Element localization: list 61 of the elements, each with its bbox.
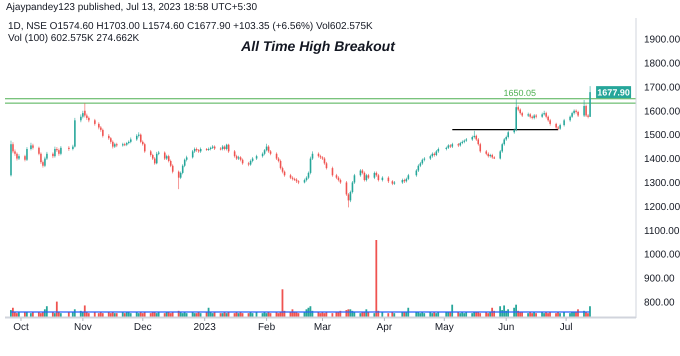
y-tick-label: 1900.00	[644, 34, 680, 46]
candlestick	[228, 143, 230, 154]
ref-line-label: 1650.05	[503, 88, 536, 98]
candlestick	[336, 174, 338, 180]
x-tick-label: Apr	[376, 322, 393, 334]
y-tick-label: 1200.00	[644, 202, 680, 213]
candlestick	[340, 178, 342, 184]
text: All Time High Breakout	[241, 38, 395, 54]
candlestick	[479, 142, 482, 154]
candlestick	[306, 176, 308, 182]
y-tick-label: 1100.00	[644, 226, 680, 237]
candlestick	[140, 133, 142, 144]
x-tick-label: Mar	[314, 322, 332, 334]
x-tick-label: Dec	[134, 322, 152, 334]
candlestick	[178, 170, 180, 190]
candlestick	[102, 128, 104, 138]
candlestick	[156, 152, 158, 165]
candlestick	[290, 174, 292, 180]
annotation: 1677.90	[597, 88, 630, 98]
y-tick-label: 1700.00	[644, 82, 680, 94]
x-tick-label: Feb	[258, 322, 276, 334]
x-tick-label: Jun	[498, 322, 514, 334]
candlestick	[54, 146, 56, 158]
candlestick	[292, 176, 294, 181]
chart-title: Vol (100) 602.575K 274.662K	[8, 33, 140, 44]
candlestick	[26, 146, 28, 162]
candlestick	[364, 171, 366, 182]
x-tick-label: Nov	[74, 322, 92, 334]
candlestick	[296, 178, 298, 184]
y-tick-label: 1600.00	[644, 106, 680, 118]
y-tick-label: 1800.00	[644, 58, 680, 70]
candlestick	[60, 146, 62, 156]
y-tick-label: 800.00	[644, 298, 676, 309]
y-tick-label: 1000.00	[644, 250, 680, 261]
candlestick	[320, 154, 322, 160]
candlestick	[298, 180, 300, 184]
candlestick	[280, 159, 282, 170]
x-tick-label: Jul	[560, 322, 573, 334]
candlestick	[172, 164, 174, 174]
chart-subtitle: 1D, NSE O1574.60 H1703.00 L1574.60 C1677.90 +103.35 (+6.56%) Vol602.575K	[8, 21, 373, 32]
candlestick	[338, 176, 340, 182]
x-tick-label: May	[434, 322, 454, 334]
candlestick	[12, 142, 14, 154]
candlestick	[583, 100, 585, 118]
x-tick-label: 2023	[194, 322, 216, 334]
candlestick	[585, 104, 587, 118]
candlestick	[44, 156, 46, 168]
y-tick-label: 900.00	[644, 274, 676, 285]
candlestick	[144, 142, 146, 154]
candlestick	[294, 177, 296, 182]
text: Ajaypandey123 published, Jul 13, 2023 18:58 UTC+5:30	[6, 2, 258, 13]
y-tick-label: 1300.00	[644, 178, 680, 190]
candlestick	[515, 98, 517, 132]
x-tick-label: Oct	[13, 322, 29, 334]
candlestick	[84, 102, 86, 118]
y-tick-label: 1500.00	[644, 130, 680, 142]
candlestick	[304, 178, 306, 184]
candlestick	[318, 152, 320, 158]
candlestick	[32, 143, 34, 150]
y-tick-label: 1400.00	[644, 154, 680, 166]
candlestick	[332, 166, 334, 178]
